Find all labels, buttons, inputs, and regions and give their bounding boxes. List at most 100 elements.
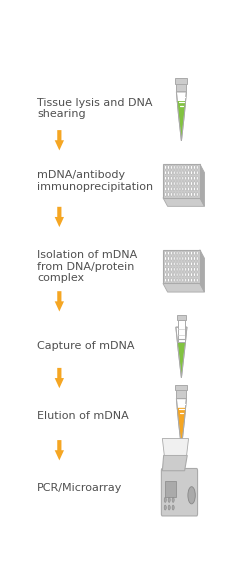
Circle shape: [196, 278, 198, 282]
Circle shape: [173, 272, 175, 277]
Circle shape: [191, 187, 192, 191]
Circle shape: [179, 262, 181, 266]
Polygon shape: [176, 78, 187, 84]
Circle shape: [170, 251, 172, 255]
Circle shape: [170, 171, 172, 175]
Circle shape: [188, 192, 190, 196]
Circle shape: [194, 165, 195, 169]
Circle shape: [173, 165, 175, 169]
Circle shape: [196, 192, 198, 196]
Circle shape: [165, 262, 166, 266]
Circle shape: [188, 251, 190, 255]
Circle shape: [188, 187, 190, 191]
Polygon shape: [55, 207, 64, 227]
Circle shape: [185, 267, 186, 271]
Circle shape: [194, 171, 195, 175]
Circle shape: [173, 278, 175, 282]
Circle shape: [168, 272, 169, 277]
Circle shape: [168, 278, 169, 282]
Circle shape: [196, 171, 198, 175]
Circle shape: [196, 262, 198, 266]
Circle shape: [168, 176, 169, 180]
Circle shape: [188, 257, 190, 261]
Text: Isolation of mDNA
from DNA/protein
complex: Isolation of mDNA from DNA/protein compl…: [37, 250, 137, 283]
Circle shape: [194, 257, 195, 261]
Polygon shape: [200, 250, 204, 292]
Circle shape: [191, 182, 192, 186]
Circle shape: [196, 176, 198, 180]
Circle shape: [182, 267, 184, 271]
Circle shape: [182, 278, 184, 282]
Circle shape: [188, 262, 190, 266]
Circle shape: [188, 182, 190, 186]
Circle shape: [182, 257, 184, 261]
Circle shape: [168, 498, 170, 502]
Circle shape: [170, 165, 172, 169]
Circle shape: [194, 272, 195, 277]
Circle shape: [194, 251, 195, 255]
Circle shape: [188, 171, 190, 175]
Circle shape: [188, 272, 190, 277]
Circle shape: [168, 251, 169, 255]
Circle shape: [196, 165, 198, 169]
Circle shape: [179, 272, 181, 277]
Circle shape: [173, 267, 175, 271]
Circle shape: [194, 262, 195, 266]
Polygon shape: [176, 92, 186, 141]
Polygon shape: [55, 368, 64, 388]
Circle shape: [176, 187, 178, 191]
Circle shape: [191, 262, 192, 266]
Circle shape: [168, 171, 169, 175]
Circle shape: [196, 267, 198, 271]
Polygon shape: [176, 390, 186, 398]
Text: Elution of mDNA: Elution of mDNA: [37, 411, 129, 421]
Circle shape: [176, 257, 178, 261]
Circle shape: [164, 505, 166, 510]
Circle shape: [173, 192, 175, 196]
Circle shape: [168, 192, 169, 196]
Circle shape: [179, 267, 181, 271]
Circle shape: [173, 251, 175, 255]
Circle shape: [172, 498, 174, 502]
Circle shape: [196, 257, 198, 261]
Circle shape: [173, 176, 175, 180]
Circle shape: [170, 192, 172, 196]
Circle shape: [194, 187, 195, 191]
Circle shape: [170, 257, 172, 261]
Circle shape: [182, 171, 184, 175]
Circle shape: [182, 182, 184, 186]
Polygon shape: [163, 250, 200, 284]
Circle shape: [196, 187, 198, 191]
Circle shape: [176, 165, 178, 169]
Circle shape: [168, 257, 169, 261]
Circle shape: [170, 182, 172, 186]
Circle shape: [165, 182, 166, 186]
Circle shape: [173, 182, 175, 186]
Circle shape: [165, 272, 166, 277]
Circle shape: [170, 278, 172, 282]
Circle shape: [188, 176, 190, 180]
Polygon shape: [162, 455, 187, 471]
Circle shape: [188, 487, 195, 504]
Text: Capture of mDNA: Capture of mDNA: [37, 340, 134, 350]
Text: PCR/Microarray: PCR/Microarray: [37, 483, 122, 493]
Circle shape: [179, 182, 181, 186]
Circle shape: [176, 251, 178, 255]
Circle shape: [179, 176, 181, 180]
Bar: [176, 315, 186, 321]
Circle shape: [182, 251, 184, 255]
Circle shape: [165, 192, 166, 196]
Polygon shape: [177, 408, 186, 447]
Circle shape: [170, 176, 172, 180]
Circle shape: [176, 262, 178, 266]
Circle shape: [176, 278, 178, 282]
Bar: [178, 321, 185, 342]
Circle shape: [191, 257, 192, 261]
Circle shape: [185, 272, 186, 277]
Circle shape: [191, 171, 192, 175]
Circle shape: [168, 505, 170, 510]
Circle shape: [185, 262, 186, 266]
Circle shape: [170, 187, 172, 191]
Circle shape: [170, 267, 172, 271]
Circle shape: [170, 262, 172, 266]
